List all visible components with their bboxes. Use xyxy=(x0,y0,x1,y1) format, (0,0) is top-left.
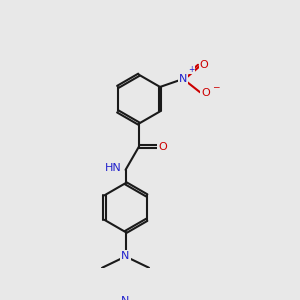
Text: O: O xyxy=(158,142,167,152)
Text: N: N xyxy=(122,251,130,262)
Text: −: − xyxy=(212,82,219,91)
Text: O: O xyxy=(201,88,210,98)
Text: HN: HN xyxy=(105,163,122,173)
Text: O: O xyxy=(200,60,208,70)
Text: +: + xyxy=(188,65,194,74)
Text: N: N xyxy=(179,74,188,84)
Text: N: N xyxy=(122,296,130,300)
